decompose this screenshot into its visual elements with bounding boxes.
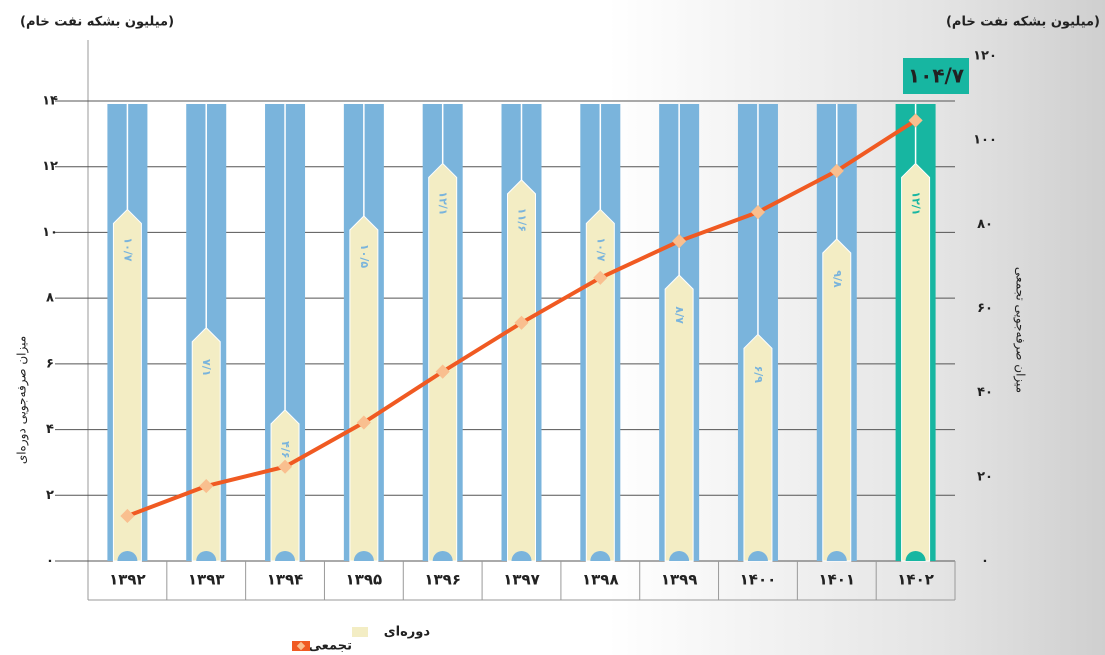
- value-label: ۶/۹: [752, 366, 765, 384]
- y-tick-label: ۲: [46, 488, 54, 503]
- value-label: ۱۰/۷: [594, 237, 607, 261]
- line-marker: [356, 415, 371, 430]
- x-tick-label: ۱۳۹۳: [188, 571, 225, 589]
- line-marker: [829, 163, 844, 178]
- value-label: ۱۰/۷: [121, 237, 134, 261]
- bar-base: [747, 551, 768, 561]
- bar: [901, 162, 931, 562]
- bar: [507, 179, 536, 562]
- bar-base: [511, 551, 532, 561]
- line-marker: [120, 508, 135, 524]
- y-unit: (میلیون بشکه نفت خام): [20, 15, 174, 30]
- value-label: ۴/۶: [279, 441, 292, 458]
- bar-base: [669, 551, 690, 561]
- y-tick-label: ۱۰: [42, 225, 58, 240]
- line-marker: [435, 364, 450, 379]
- x-tick-label: ۱۴۰۲: [897, 571, 934, 589]
- y2-tick-label: ۸۰: [977, 217, 993, 232]
- bar-base: [353, 551, 374, 561]
- legend-swatch-marker: [296, 641, 306, 651]
- value-label: ۱۰/۵: [358, 244, 371, 268]
- bar-base: [117, 551, 138, 561]
- bar-base: [826, 551, 847, 561]
- value-label: ۱۲/۱: [437, 191, 450, 215]
- legend-label: تجمعی: [309, 639, 352, 654]
- line-marker: [672, 234, 687, 249]
- bar-base: [432, 551, 453, 561]
- x-tick-label: ۱۳۹۲: [109, 571, 146, 589]
- x-tick-label: ۱۳۹۹: [661, 571, 698, 589]
- bar: [428, 162, 458, 562]
- value-label: ۷/۱: [200, 359, 213, 376]
- y2-tick-label: ۶۰: [977, 301, 993, 316]
- y2-tick-label: ۱۲۰: [973, 49, 997, 64]
- y2-tick-label: ۱۰۰: [973, 133, 997, 148]
- value-label: ۱۲/۱: [910, 191, 923, 215]
- x-tick-label: ۱۳۹۶: [424, 571, 461, 589]
- bar-base: [905, 551, 926, 561]
- bar-base: [196, 551, 217, 561]
- value-label: ۹/۸: [831, 270, 844, 288]
- y2-tick-label: ۴۰: [977, 385, 993, 400]
- line-marker: [750, 205, 766, 220]
- y-tick-label: ۴: [46, 422, 54, 437]
- line-marker: [199, 479, 214, 494]
- y2-tick-label: ۲۰: [977, 469, 993, 484]
- y-tick-label: ۶: [46, 356, 54, 371]
- x-tick-label: ۱۴۰۰: [740, 571, 777, 589]
- x-tick-label: ۱۴۰۱: [818, 571, 855, 589]
- annotation-box: [903, 58, 969, 94]
- x-tick-label: ۱۳۹۵: [346, 571, 383, 589]
- x-tick-label: ۱۳۹۷: [503, 571, 540, 589]
- bar-base: [590, 551, 611, 561]
- line-marker: [908, 113, 923, 128]
- line-marker: [593, 270, 608, 285]
- y-tick-label: ۸: [46, 291, 54, 306]
- bar: [270, 409, 300, 562]
- y-title: میزان صرفه‌جویی دوره‌ای: [15, 336, 30, 464]
- bar: [112, 208, 142, 562]
- y2-tick-label: ۰: [981, 554, 989, 569]
- y2-title: میزان صرفه‌جویی تجمعی: [1013, 267, 1028, 393]
- annotation: ۱۰۴/۷: [908, 64, 964, 88]
- line-marker: [514, 315, 529, 330]
- line-marker: [277, 459, 293, 474]
- y-tick-label: ۱۴: [42, 94, 58, 109]
- y-tick-label: ۰: [46, 554, 54, 569]
- y2-unit: (میلیون بشکه نفت خام): [946, 15, 1100, 30]
- y-tick-label: ۱۲: [42, 159, 58, 174]
- legend-label: دوره‌ای: [384, 625, 431, 640]
- x-tick-label: ۱۳۹۸: [582, 571, 619, 589]
- bar-base: [275, 551, 296, 561]
- legend-swatch: [352, 627, 368, 637]
- value-label: ۸/۷: [673, 306, 686, 324]
- x-tick-label: ۱۳۹۴: [267, 571, 304, 589]
- value-label: ۱۱/۶: [516, 208, 529, 232]
- bar: [585, 208, 615, 562]
